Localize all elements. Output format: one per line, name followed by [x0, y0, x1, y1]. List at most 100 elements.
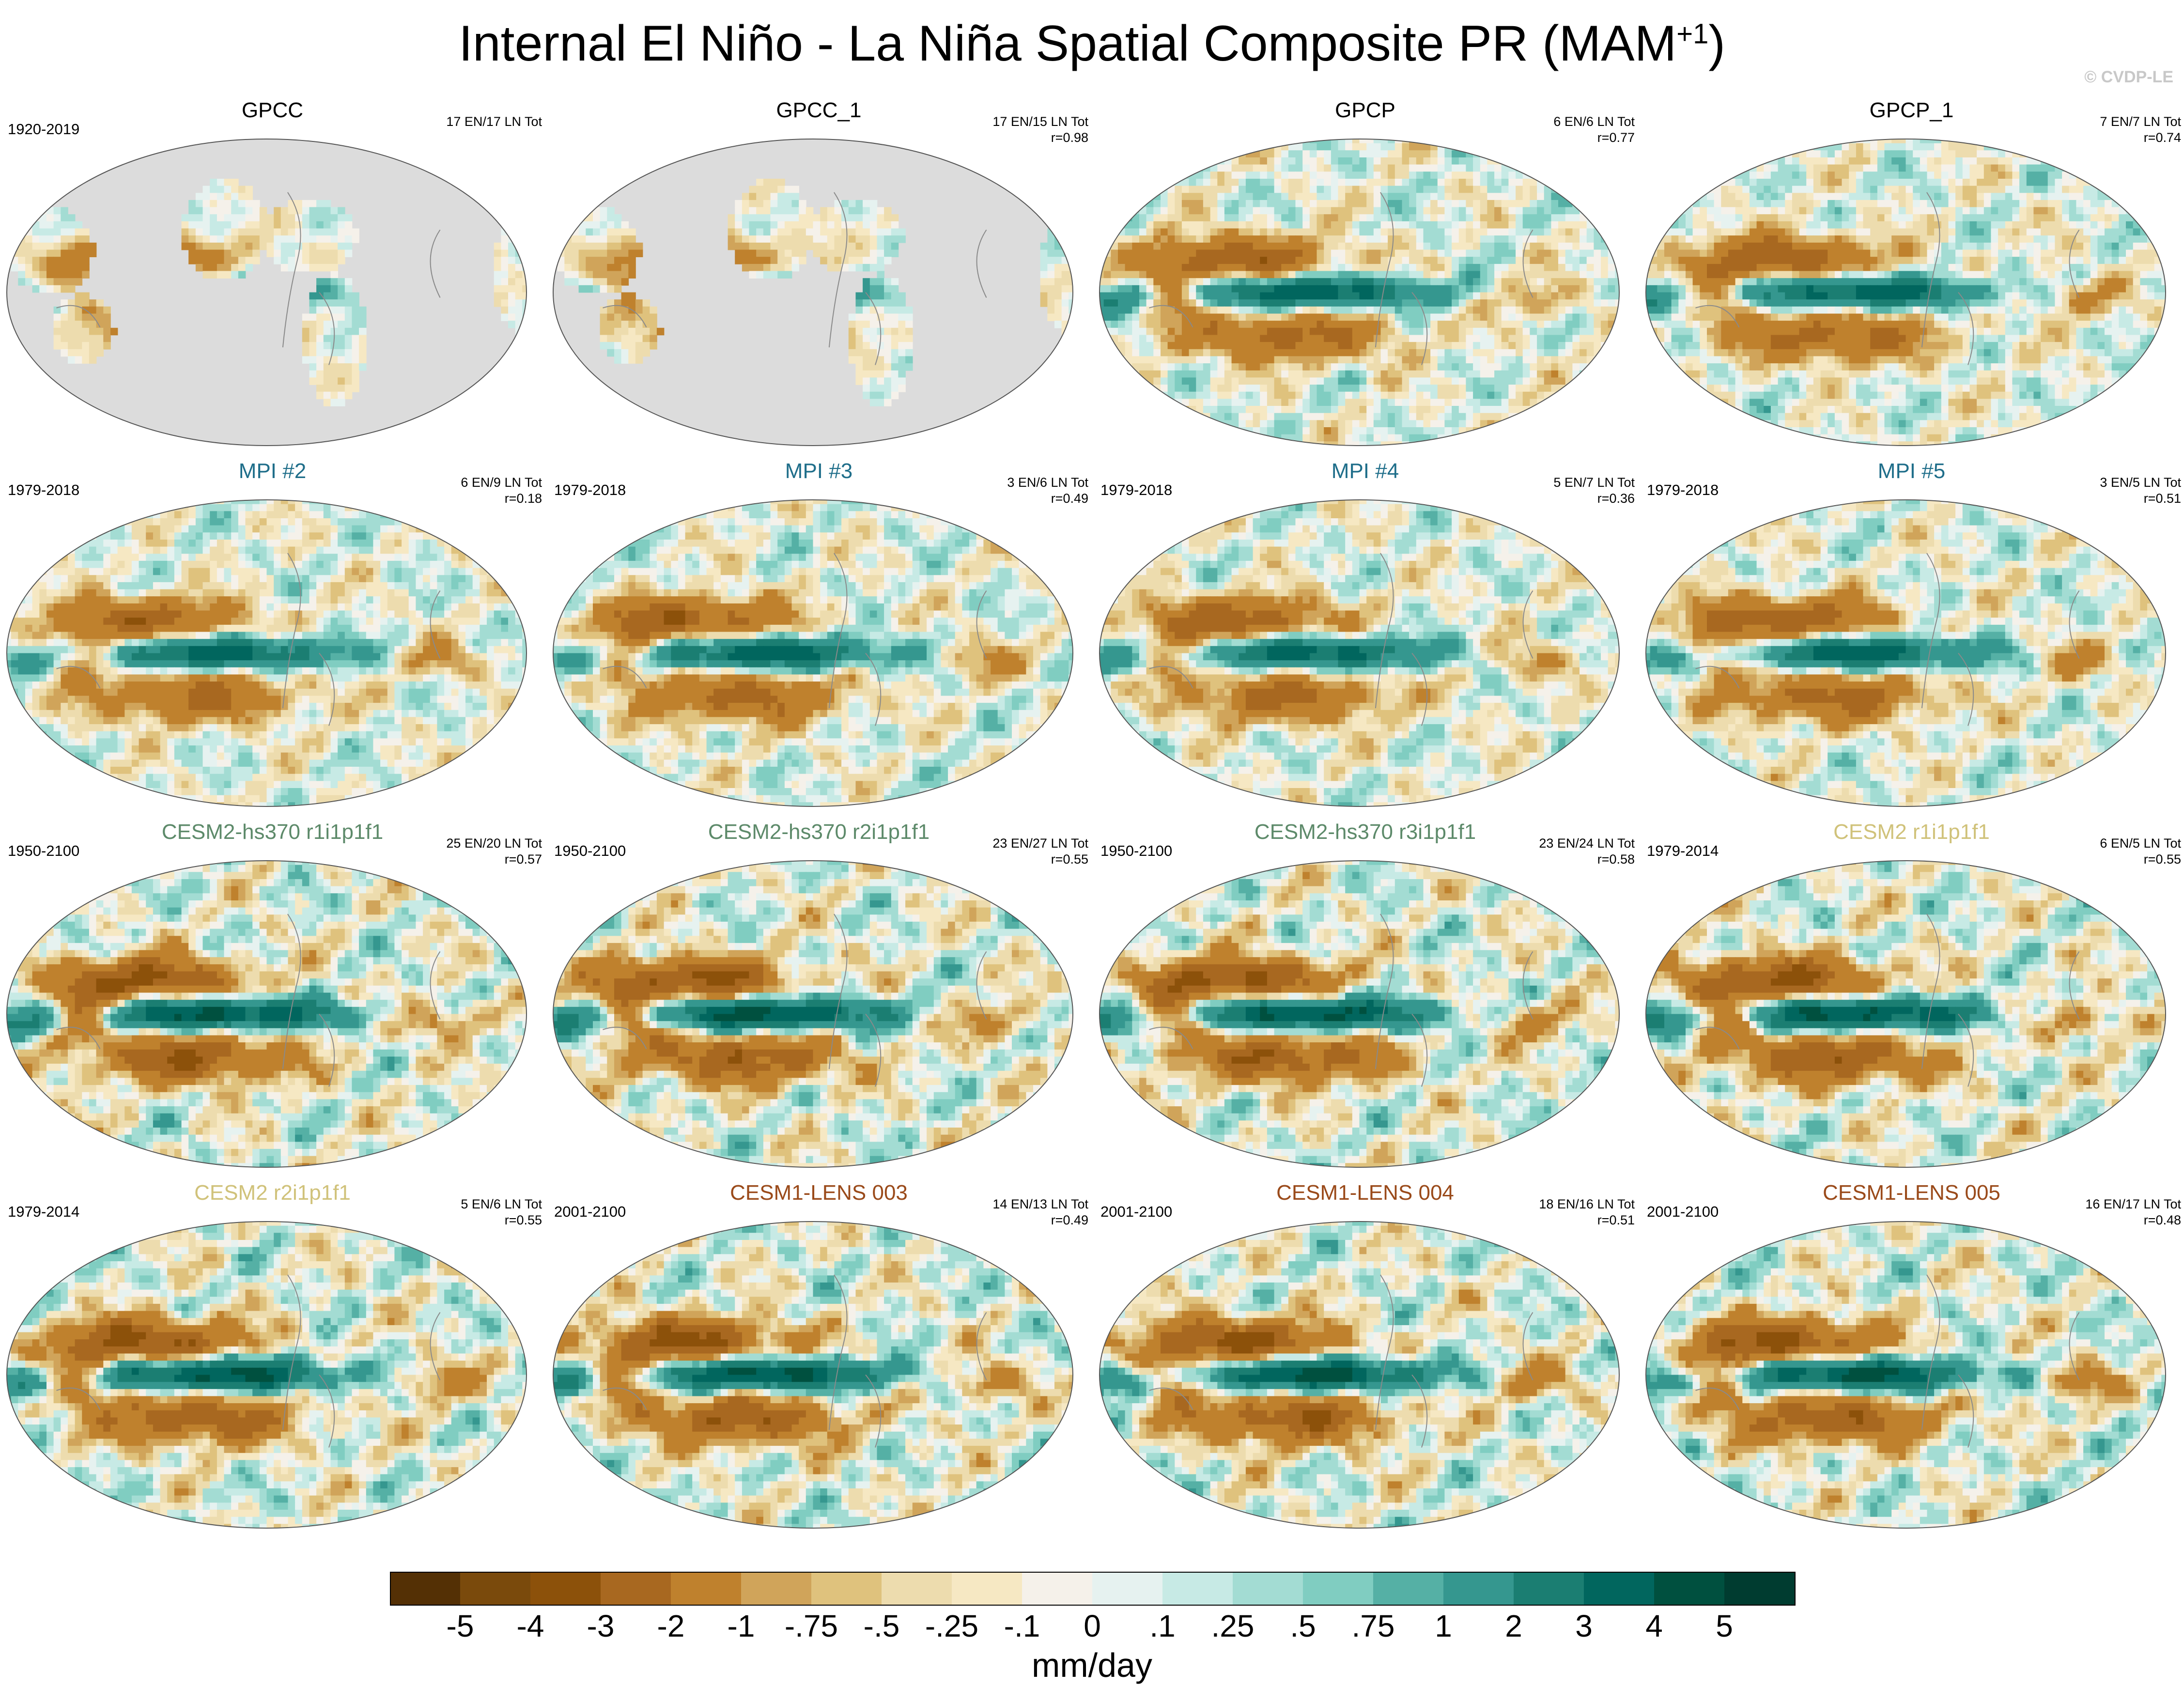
map-field [1645, 499, 2166, 807]
panel-years: 1979-2014 [8, 1203, 79, 1221]
panel-counts: 16 EN/17 LN Tot r=0.48 [2085, 1196, 2181, 1228]
colorbar-swatch [1654, 1572, 1725, 1605]
panel-title: CESM2-hs370 r2i1p1f1 [546, 820, 1091, 844]
credit-label: © CVDP-LE [2084, 68, 2173, 87]
panel-counts: 7 EN/7 LN Tot r=0.74 [2100, 114, 2181, 146]
map-field [1099, 139, 1620, 446]
panel-years: 2001-2100 [1100, 1203, 1172, 1221]
colorbar [390, 1572, 1796, 1606]
panel-counts: 14 EN/13 LN Tot r=0.49 [992, 1196, 1088, 1228]
panel-years: 1950-2100 [8, 842, 79, 860]
map-panel: CESM2-hs370 r3i1p1f1 1950-2100 23 EN/24 LN… [1093, 820, 1638, 1187]
panel-years: 1979-2018 [8, 481, 79, 499]
map-panel: MPI #2 1979-2018 6 EN/9 LN Tot r=0.18 [0, 459, 545, 826]
map-field [1645, 860, 2166, 1168]
map-field [1645, 139, 2166, 446]
panel-counts: 5 EN/6 LN Tot r=0.55 [461, 1196, 542, 1228]
panel-title: CESM2-hs370 r1i1p1f1 [0, 820, 545, 844]
map-panel: CESM2-hs370 r1i1p1f1 1950-2100 25 EN/20 LN… [0, 820, 545, 1187]
panel-counts: 25 EN/20 LN Tot r=0.57 [446, 836, 542, 867]
panel-counts: 3 EN/6 LN Tot r=0.49 [1007, 475, 1088, 507]
colorbar-swatch [671, 1572, 742, 1605]
panel-title: CESM2 r2i1p1f1 [0, 1181, 545, 1205]
colorbar-tick-label: -.1 [1004, 1608, 1040, 1644]
panel-years: 1950-2100 [1100, 842, 1172, 860]
panel-counts: 6 EN/5 LN Tot r=0.55 [2100, 836, 2181, 867]
colorbar-swatch [1724, 1572, 1795, 1605]
colorbar-swatch [390, 1572, 461, 1605]
panel-years: 1979-2014 [1647, 842, 1719, 860]
map-panel: CESM1-LENS 003 2001-2100 14 EN/13 LN Tot r=… [546, 1181, 1091, 1547]
map-panel: CESM2 r2i1p1f1 1979-2014 5 EN/6 LN Tot r=0.… [0, 1181, 545, 1547]
map-field [1099, 1221, 1620, 1529]
panel-years: 1979-2018 [1100, 481, 1172, 499]
colorbar-tick-label: .1 [1149, 1608, 1175, 1644]
colorbar-swatch [741, 1572, 812, 1605]
map-field [1099, 860, 1620, 1168]
colorbar-swatch [1092, 1572, 1163, 1605]
panel-counts: 6 EN/9 LN Tot r=0.18 [461, 475, 542, 507]
panel-years: 1920-2019 [8, 121, 79, 138]
map-panel: CESM1-LENS 004 2001-2100 18 EN/16 LN Tot r=… [1093, 1181, 1638, 1547]
map-panel: CESM1-LENS 005 2001-2100 16 EN/17 LN Tot r=… [1639, 1181, 2184, 1547]
colorbar-tick-label: .25 [1211, 1608, 1255, 1644]
figure-title: Internal El Niño - La Niña Spatial Compo… [0, 15, 2184, 73]
colorbar-swatch [601, 1572, 671, 1605]
map-panel: GPCC_1 17 EN/15 LN Tot r=0.98 [546, 98, 1091, 465]
panel-counts: 23 EN/27 LN Tot r=0.55 [992, 836, 1088, 867]
panel-title: MPI #3 [546, 459, 1091, 483]
panel-title: MPI #5 [1639, 459, 2184, 483]
panel-title: CESM1-LENS 003 [546, 1181, 1091, 1205]
colorbar-tick-label: -1 [728, 1608, 755, 1644]
colorbar-tick-label: .5 [1290, 1608, 1316, 1644]
panel-counts: 18 EN/16 LN Tot r=0.51 [1539, 1196, 1635, 1228]
colorbar-swatch [1162, 1572, 1233, 1605]
colorbar-swatch [1233, 1572, 1303, 1605]
map-panel: MPI #3 1979-2018 3 EN/6 LN Tot r=0.49 [546, 459, 1091, 826]
colorbar-tick-label: -.5 [864, 1608, 900, 1644]
colorbar-frame [390, 1572, 1796, 1606]
colorbar-tick-label: 0 [1084, 1608, 1101, 1644]
map-field [6, 860, 527, 1168]
map-field [1645, 1221, 2166, 1529]
panel-title: GPCC_1 [546, 98, 1091, 123]
colorbar-tick-label: -4 [517, 1608, 544, 1644]
panel-title: GPCP [1093, 98, 1638, 123]
map-field [6, 1221, 527, 1529]
colorbar-swatch [1022, 1572, 1093, 1605]
panel-counts: 6 EN/6 LN Tot r=0.77 [1553, 114, 1635, 146]
colorbar-tick-label: -.25 [925, 1608, 978, 1644]
colorbar-swatch [1443, 1572, 1514, 1605]
map-field [6, 499, 527, 807]
map-panel: CESM2 r1i1p1f1 1979-2014 6 EN/5 LN Tot r=0.… [1639, 820, 2184, 1187]
map-field [553, 1221, 1073, 1529]
panel-years: 1950-2100 [554, 842, 626, 860]
panel-counts: 17 EN/17 LN Tot [446, 114, 542, 130]
colorbar-tick-label: -.75 [785, 1608, 838, 1644]
colorbar-tick-label: -3 [587, 1608, 615, 1644]
panel-years: 1979-2018 [554, 481, 626, 499]
map-field [1099, 499, 1620, 807]
map-panel: CESM2-hs370 r2i1p1f1 1950-2100 23 EN/27 LN… [546, 820, 1091, 1187]
panel-counts: 5 EN/7 LN Tot r=0.36 [1553, 475, 1635, 507]
panel-title: GPCC [0, 98, 545, 123]
map-panel: MPI #4 1979-2018 5 EN/7 LN Tot r=0.36 [1093, 459, 1638, 826]
map-field [553, 860, 1073, 1168]
panel-counts: 17 EN/15 LN Tot r=0.98 [992, 114, 1088, 146]
panel-years: 1979-2018 [1647, 481, 1719, 499]
colorbar-tick-label: 3 [1575, 1608, 1593, 1644]
colorbar-units: mm/day [0, 1646, 2184, 1685]
colorbar-swatch [1584, 1572, 1655, 1605]
map-panel: GPCC 1920-2019 17 EN/17 LN Tot [0, 98, 545, 465]
colorbar-swatch [1514, 1572, 1584, 1605]
panel-title: CESM1-LENS 005 [1639, 1181, 2184, 1205]
panel-title: CESM2 r1i1p1f1 [1639, 820, 2184, 844]
map-panel: GPCP_1 7 EN/7 LN Tot r=0.74 [1639, 98, 2184, 465]
colorbar-swatch [882, 1572, 952, 1605]
panel-years: 2001-2100 [554, 1203, 626, 1221]
colorbar-swatch [1303, 1572, 1374, 1605]
panel-years: 2001-2100 [1647, 1203, 1719, 1221]
colorbar-swatch [460, 1572, 531, 1605]
map-field [553, 499, 1073, 807]
panel-title: GPCP_1 [1639, 98, 2184, 123]
